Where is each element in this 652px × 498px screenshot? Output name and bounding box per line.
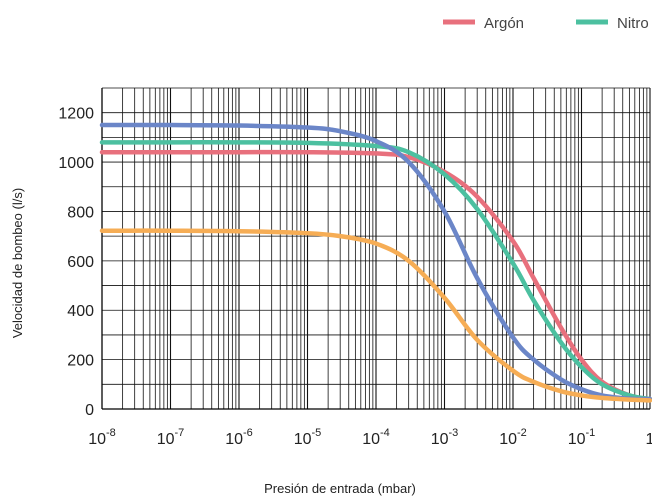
x-tick-label: 10-5 — [294, 427, 322, 448]
x-tick-label: 10-7 — [157, 427, 185, 448]
x-tick-label: 10-1 — [568, 427, 596, 448]
grid — [101, 87, 651, 410]
y-tick-label: 800 — [67, 204, 94, 221]
x-tick-label: 10-8 — [88, 427, 116, 448]
y-tick-label: 200 — [67, 353, 94, 370]
y-tick-label: 1000 — [58, 155, 94, 172]
series-line-2 — [99, 140, 652, 402]
y-tick-label: 400 — [67, 303, 94, 320]
legend: Argón Nitro — [443, 15, 649, 32]
x-tick-label: 10-2 — [499, 427, 527, 448]
series-line-1 — [99, 149, 652, 402]
x-tick-label: 10-3 — [431, 427, 459, 448]
x-tick-label: 10-4 — [362, 427, 390, 448]
y-tick-label: 0 — [85, 402, 94, 419]
tick-labels: 0 200 400 600 800 1000 1200 10-8 10-7 10-6 10-5 10-… — [58, 106, 652, 448]
series-line-4 — [99, 228, 652, 403]
x-tick-label: 1 — [646, 431, 652, 448]
series-line-3 — [99, 122, 652, 402]
x-axis-label: Presión de entrada (mbar) — [264, 481, 416, 496]
y-tick-label: 600 — [67, 254, 94, 271]
y-axis-label: Velocidad de bombeo (l/s) — [10, 188, 25, 338]
y-tick-label: 1200 — [58, 106, 94, 123]
legend-label-argon: Argón — [484, 15, 524, 32]
x-tick-label: 10-6 — [225, 427, 253, 448]
series-lines — [99, 122, 652, 403]
legend-label-nitro: Nitro — [617, 15, 649, 32]
